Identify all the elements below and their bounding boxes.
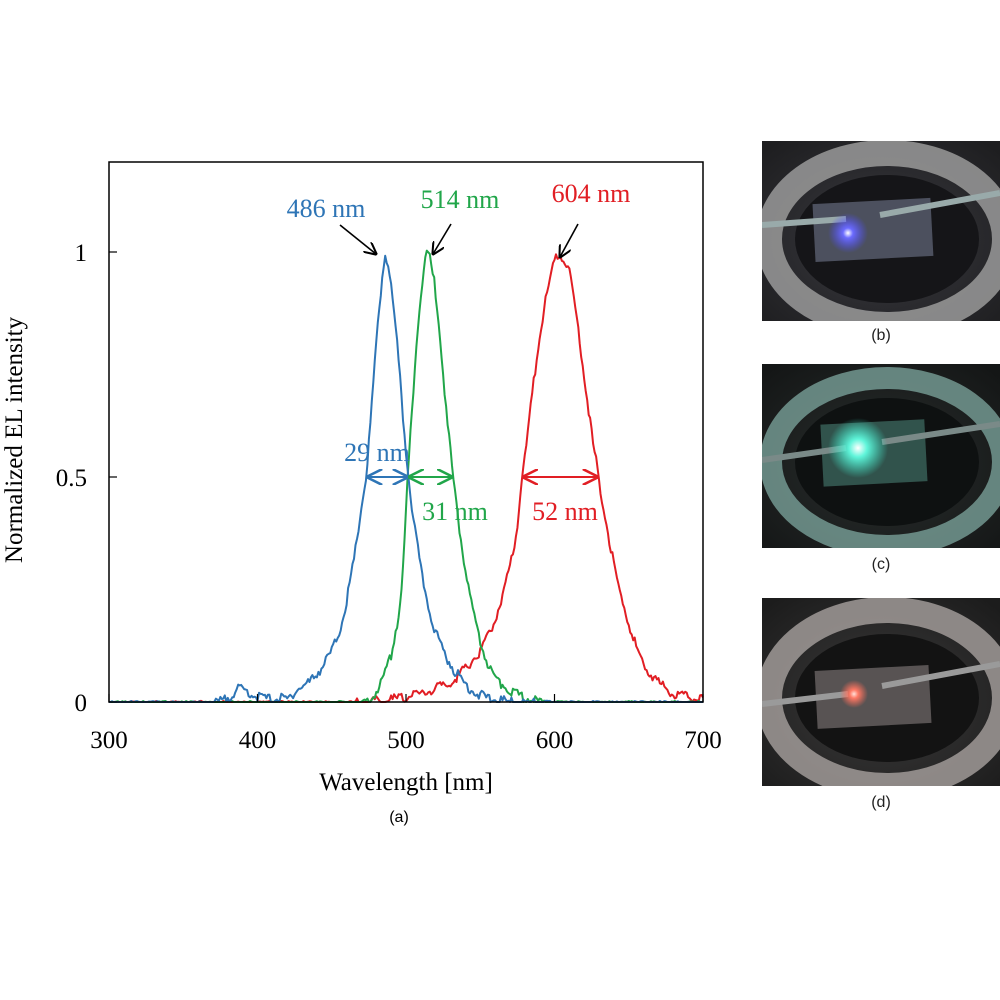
x-tick-label: 400: [239, 727, 277, 754]
peak-arrow: [433, 223, 452, 254]
x-tick-label: 700: [684, 727, 722, 754]
peak-arrow: [339, 224, 376, 254]
fwhm-label: 29 nm: [344, 438, 410, 467]
peak-label: 604 nm: [552, 179, 631, 208]
x-axis-title: Wavelength [nm]: [319, 769, 493, 796]
panel-b-label: (b): [871, 327, 891, 344]
fwhm-label: 31 nm: [422, 497, 488, 526]
series-line: [109, 253, 704, 703]
tick-layer: 300 400 500 600 700 0 0.5 1: [56, 240, 722, 754]
panel-a-label: (a): [389, 809, 409, 826]
y-axis-title: Normalized EL intensity: [1, 316, 28, 563]
x-tick-label: 600: [536, 727, 574, 754]
x-tick-label: 300: [90, 727, 128, 754]
device-photo-blue: [762, 141, 1000, 321]
x-tick-label: 500: [387, 727, 425, 754]
panel-d-label: (d): [871, 794, 891, 811]
peak-label: 486 nm: [287, 194, 366, 223]
peak-arrow: [560, 223, 579, 257]
annotation-layer: 486 nm 514 nm 604 nm 29 nm 31 nm 52 nm: [287, 179, 631, 526]
device-photo-red: [762, 598, 1000, 786]
peak-label: 514 nm: [421, 185, 500, 214]
panel-c-label: (c): [871, 556, 891, 573]
series-line: [109, 254, 703, 703]
device-photo-green: [762, 364, 1000, 548]
plot-frame: [108, 161, 704, 703]
y-tick-label: 0: [75, 690, 88, 717]
y-tick-label: 0.5: [56, 465, 87, 492]
y-tick-label: 1: [75, 240, 88, 267]
fwhm-label: 52 nm: [532, 497, 598, 526]
